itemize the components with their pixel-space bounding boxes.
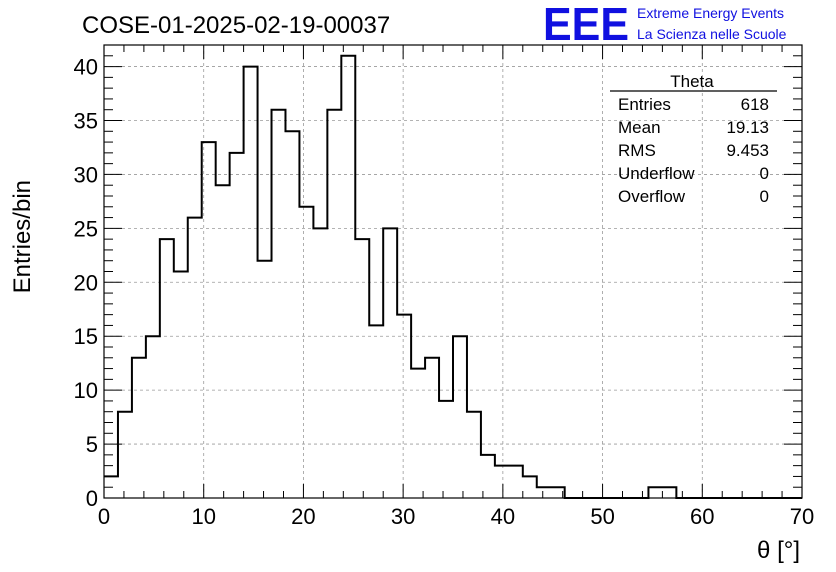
histogram-bin — [160, 239, 174, 498]
y-tick-label: 0 — [86, 486, 98, 511]
histogram-bin — [453, 336, 467, 498]
histogram-bin — [258, 261, 272, 498]
logo-line-2: La Scienza nelle Scuole — [637, 26, 787, 42]
x-tick-label: 10 — [191, 504, 215, 529]
histogram-bin — [285, 131, 299, 498]
x-tick-label: 70 — [790, 504, 814, 529]
stats-value: 9.453 — [726, 141, 769, 160]
histogram-bin — [132, 358, 146, 498]
x-tick-label: 30 — [391, 504, 415, 529]
histogram-bin — [537, 487, 551, 498]
stats-value: 19.13 — [726, 118, 769, 137]
histogram-bin — [341, 56, 355, 498]
histogram-bin — [397, 315, 411, 498]
stats-box: Theta Entries 618 Mean 19.13 RMS 9.453 U… — [610, 72, 777, 206]
histogram-bin — [411, 369, 425, 498]
stats-value: 618 — [741, 95, 769, 114]
histogram-bin — [299, 207, 313, 498]
y-tick-label: 40 — [74, 55, 98, 80]
histogram-bin — [230, 153, 244, 498]
stats-title: Theta — [670, 72, 714, 91]
histogram-bin — [118, 412, 132, 498]
histogram-bin — [495, 466, 509, 498]
tick-labels: 0 10 20 30 40 50 60 70 0 5 10 15 20 25 30 35 40 — [74, 55, 815, 529]
histogram-bin — [244, 67, 258, 498]
histogram-bin — [467, 412, 481, 498]
logo-line-1: Extreme Energy Events — [637, 5, 784, 21]
histogram-bin — [202, 142, 216, 498]
y-tick-label: 10 — [74, 378, 98, 403]
histogram-bin — [648, 487, 662, 498]
x-tick-label: 40 — [491, 504, 515, 529]
stats-value: 0 — [760, 164, 769, 183]
stats-label: Overflow — [618, 187, 686, 206]
histogram-bin — [188, 218, 202, 498]
histogram-bin — [425, 358, 439, 498]
y-axis-label: Entries/bin — [9, 180, 36, 293]
histogram-bin — [272, 110, 286, 498]
histogram-bin — [327, 110, 341, 498]
y-tick-label: 5 — [86, 432, 98, 457]
histogram-bin — [355, 239, 369, 498]
x-tick-label: 0 — [98, 504, 110, 529]
x-tick-label: 60 — [690, 504, 714, 529]
x-axis-label: θ [°] — [757, 537, 800, 564]
y-tick-label: 15 — [74, 324, 98, 349]
stats-label: Entries — [618, 95, 671, 114]
histogram-bin — [369, 325, 383, 498]
x-tick-label: 50 — [590, 504, 614, 529]
histogram-bin — [216, 185, 230, 498]
y-tick-label: 30 — [74, 162, 98, 187]
eee-logo: EEE Extreme Energy Events La Scienza nel… — [543, 0, 787, 50]
stats-label: Underflow — [618, 164, 695, 183]
histogram-bin — [662, 487, 676, 498]
axis-ticks — [103, 44, 803, 499]
histogram-bin — [509, 466, 523, 498]
y-tick-label: 35 — [74, 109, 98, 134]
stats-label: RMS — [618, 141, 656, 160]
y-tick-label: 25 — [74, 216, 98, 241]
run-title: COSE-01-2025-02-19-00037 — [82, 12, 390, 39]
y-tick-label: 20 — [74, 270, 98, 295]
stats-value: 0 — [760, 187, 769, 206]
stats-label: Mean — [618, 118, 661, 137]
x-tick-label: 20 — [291, 504, 315, 529]
histogram-bin — [174, 272, 188, 499]
histogram-bin — [523, 476, 537, 498]
histogram-bin — [383, 228, 397, 498]
histogram-bin — [146, 336, 160, 498]
eee-logo-text: EEE — [543, 0, 629, 50]
histogram-bin — [313, 228, 327, 498]
histogram-bin — [439, 401, 453, 498]
